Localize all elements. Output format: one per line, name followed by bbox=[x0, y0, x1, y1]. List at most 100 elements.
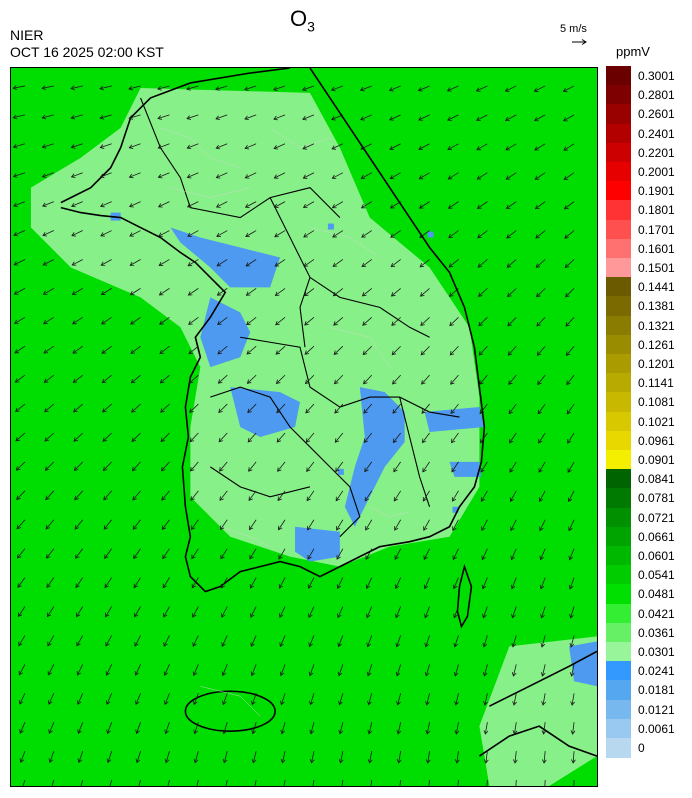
colorbar-swatch bbox=[606, 430, 631, 451]
wind-arrowhead bbox=[188, 320, 193, 325]
wind-arrowhead bbox=[567, 497, 573, 503]
wind-arrow bbox=[274, 230, 286, 238]
wind-arrow bbox=[398, 751, 402, 763]
wind-arrowhead bbox=[483, 701, 488, 706]
wind-arrow bbox=[541, 635, 546, 648]
wind-arrowhead bbox=[510, 526, 515, 532]
wind-arrow bbox=[219, 490, 228, 501]
wind-arrow bbox=[302, 85, 315, 91]
wind-arrow bbox=[362, 345, 373, 355]
wind-arrow bbox=[194, 722, 199, 734]
wind-arrow bbox=[543, 751, 546, 764]
wind-arrow bbox=[187, 230, 199, 237]
wind-arrowhead bbox=[389, 174, 395, 180]
wind-arrowhead bbox=[42, 261, 48, 266]
wind-arrow bbox=[74, 461, 84, 471]
wind-arrowhead bbox=[482, 642, 488, 648]
wind-arrowhead bbox=[274, 291, 280, 296]
wind-arrow bbox=[187, 201, 199, 208]
wind-arrow bbox=[216, 201, 228, 208]
wind-arrowhead bbox=[424, 642, 429, 648]
wind-arrow bbox=[131, 432, 141, 442]
wind-arrow bbox=[447, 114, 459, 121]
colorbar-label: 0.1601 bbox=[638, 241, 675, 256]
wind-arrow bbox=[47, 635, 55, 646]
wind-arrow bbox=[565, 317, 575, 327]
wind-arrow bbox=[447, 85, 459, 92]
wind-arrowhead bbox=[388, 87, 394, 92]
wind-arrow bbox=[511, 577, 517, 589]
wind-arrowhead bbox=[46, 583, 51, 589]
wind-arrowhead bbox=[215, 174, 221, 179]
wind-arrow bbox=[273, 114, 286, 120]
wind-arrow bbox=[336, 548, 344, 560]
wind-arrow bbox=[309, 664, 315, 676]
wind-arrowhead bbox=[18, 641, 23, 647]
wind-arrowhead bbox=[13, 202, 18, 208]
wind-arrow bbox=[13, 172, 26, 177]
wind-arrowhead bbox=[222, 729, 227, 735]
wind-arrow bbox=[391, 288, 401, 297]
wind-arrowhead bbox=[157, 203, 163, 208]
wind-arrowhead bbox=[481, 584, 487, 590]
wind-arrowhead bbox=[12, 143, 18, 149]
wind-arrowhead bbox=[247, 408, 252, 414]
wind-arrow bbox=[44, 403, 55, 413]
wind-arrow bbox=[245, 201, 257, 208]
wind-arrow bbox=[333, 288, 344, 297]
wind-arrowhead bbox=[134, 671, 140, 676]
wind-arrow bbox=[274, 172, 286, 179]
colorbar-swatch bbox=[606, 85, 631, 105]
colorbar-label: 0.1021 bbox=[638, 414, 675, 429]
wind-arrow bbox=[186, 85, 199, 90]
wind-arrowhead bbox=[162, 554, 167, 560]
wind-arrowhead bbox=[217, 379, 223, 384]
wind-arrow bbox=[481, 519, 488, 531]
wind-arrow bbox=[542, 693, 546, 706]
wind-arrow bbox=[418, 143, 430, 150]
wind-arrowhead bbox=[216, 232, 221, 237]
wind-arrow bbox=[303, 259, 315, 267]
wind-arrow bbox=[421, 403, 430, 414]
wind-arrowhead bbox=[43, 349, 49, 354]
wind-arrow bbox=[129, 201, 141, 207]
wind-arrow bbox=[423, 548, 430, 560]
wind-arrow bbox=[133, 577, 141, 588]
wind-arrowhead bbox=[362, 350, 368, 356]
wind-arrow bbox=[273, 143, 286, 149]
wind-arrowhead bbox=[309, 700, 314, 706]
wind-arrowhead bbox=[568, 584, 574, 590]
wind-arrowhead bbox=[476, 175, 482, 180]
wind-arrowhead bbox=[308, 671, 314, 677]
wind-arrowhead bbox=[13, 231, 19, 237]
wind-arrow bbox=[569, 577, 575, 589]
wind-arrowhead bbox=[280, 758, 286, 764]
wind-arrowhead bbox=[566, 380, 571, 386]
wind-arrowhead bbox=[157, 85, 162, 91]
wind-arrow bbox=[135, 664, 141, 676]
wind-arrowhead bbox=[17, 612, 23, 618]
wind-arrow bbox=[360, 114, 372, 121]
wind-arrow bbox=[49, 750, 55, 763]
wind-arrowhead bbox=[16, 495, 21, 501]
wind-arrow bbox=[478, 288, 488, 297]
wind-arrow bbox=[163, 635, 170, 647]
wind-arrow bbox=[339, 722, 344, 734]
wind-arrowhead bbox=[363, 438, 369, 443]
wind-arrowhead bbox=[506, 234, 511, 239]
wind-arrow bbox=[99, 85, 112, 90]
wind-arrow bbox=[22, 779, 26, 786]
wind-arrowhead bbox=[390, 292, 396, 297]
wind-arrow bbox=[45, 519, 55, 530]
wind-arrowhead bbox=[222, 700, 227, 706]
wind-arrow bbox=[101, 288, 112, 295]
wind-arrowhead bbox=[249, 554, 254, 560]
wind-arrow bbox=[42, 143, 54, 148]
wind-arrowhead bbox=[308, 613, 313, 619]
wind-arrowhead bbox=[273, 115, 278, 121]
wind-arrowhead bbox=[303, 233, 308, 238]
wind-arrow bbox=[563, 114, 575, 122]
wind-arrowhead bbox=[44, 466, 50, 471]
wind-arrowhead bbox=[272, 86, 278, 92]
wind-arrow bbox=[44, 432, 55, 442]
